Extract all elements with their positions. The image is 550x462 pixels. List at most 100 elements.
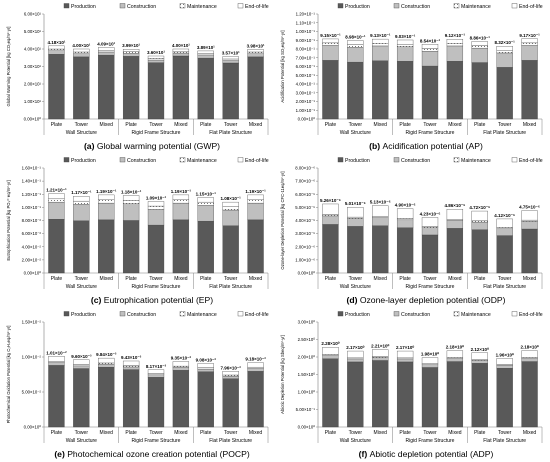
- bar-segment-production: [396, 227, 414, 274]
- bar-segment-end-of-life: [147, 201, 165, 207]
- legend-label: End-of-life: [519, 158, 543, 164]
- bar-segment-end-of-life: [421, 217, 439, 227]
- bar-segment-construction: [122, 53, 140, 57]
- bar-segment-production: [147, 62, 165, 120]
- bar-total-label: 9.18×10⁻³: [245, 357, 266, 362]
- panel-caption: (a) Global warming potential (GWP): [84, 141, 220, 151]
- bar-segment-maintenance: [73, 51, 90, 54]
- bar-total-label: 1.17×10⁻¹: [71, 190, 92, 195]
- y-tick-label: 3.00×10⁻¹: [296, 90, 316, 95]
- bar-segment-construction: [73, 53, 90, 58]
- bar-segment-end-of-life: [421, 44, 439, 49]
- bar-segment-end-of-life: [446, 209, 464, 220]
- bar-segment-production: [521, 361, 538, 428]
- legend-label: Production: [345, 312, 370, 318]
- bar-segment-end-of-life: [396, 39, 414, 45]
- bar-segment-maintenance: [172, 365, 190, 368]
- legend-swatch-end-of-life: [237, 3, 244, 9]
- x-tick-label: Plate: [125, 430, 137, 436]
- bar-total-label: 2.28×10⁰: [321, 341, 339, 346]
- legend-label: Maintenance: [461, 312, 491, 318]
- x-tick-label: Tower: [149, 276, 163, 282]
- bar-total-label: 8.98×10⁻¹: [345, 34, 366, 39]
- bar-total-label: 9.35×10⁻³: [171, 356, 192, 361]
- group-label: Flat Plate Structure: [483, 130, 526, 136]
- bar-segment-construction: [48, 50, 65, 55]
- x-tick-label: Plate: [125, 276, 137, 282]
- bar-segment-maintenance: [98, 199, 115, 204]
- x-tick-label: Plate: [125, 122, 137, 128]
- panel-caption: (f) Abiotic depletion potential (ADP): [359, 449, 494, 459]
- bar-segment-maintenance: [98, 50, 115, 53]
- bar-segment-maintenance: [521, 219, 538, 222]
- bar-segment-end-of-life: [48, 356, 65, 362]
- bar-segment-production: [147, 224, 165, 274]
- group-label: Rigid Frame Structure: [132, 130, 181, 136]
- bar-segment-construction: [322, 45, 339, 61]
- bar-segment-construction: [122, 366, 140, 370]
- bar-segment-production: [347, 361, 364, 428]
- bar-segment-production: [322, 358, 339, 428]
- x-tick-label: Plate: [474, 430, 486, 436]
- y-tick-label: 6.00×10⁻⁶: [295, 192, 315, 197]
- bar-segment-construction: [147, 374, 165, 378]
- bar-segment-maintenance: [421, 48, 439, 52]
- bar-segment-construction: [471, 360, 488, 364]
- bar-segment-end-of-life: [122, 48, 140, 52]
- legend-swatch-production: [63, 3, 70, 9]
- bar-segment-end-of-life: [496, 46, 513, 51]
- bar-segment-maintenance: [496, 50, 513, 54]
- bar-segment-end-of-life: [372, 205, 389, 217]
- bar-total-label: 9.15×10⁻¹: [320, 33, 341, 38]
- x-tick-label: Plate: [399, 122, 411, 128]
- y-tick-label: 1.00×10⁻¹: [22, 205, 42, 210]
- bar-segment-end-of-life: [73, 48, 90, 53]
- y-tick-label: 1.00×10⁻¹: [296, 29, 316, 34]
- legend-swatch-construction: [393, 157, 400, 163]
- x-tick-label: Mixed: [523, 276, 537, 282]
- bar-segment-end-of-life: [521, 210, 538, 221]
- legend-swatch-end-of-life: [237, 311, 244, 317]
- bar-segment-production: [372, 225, 389, 274]
- x-tick-label: Tower: [75, 276, 89, 282]
- bar-segment-construction: [446, 220, 464, 229]
- group-label: Wall Structure: [340, 438, 371, 444]
- bar-total-label: 4.72×10⁻⁶: [469, 205, 490, 210]
- bar-segment-production: [197, 220, 214, 274]
- bar-total-label: 9.13×10⁻¹: [370, 33, 391, 38]
- x-tick-label: Plate: [325, 276, 337, 282]
- bar-segment-end-of-life: [172, 48, 190, 52]
- bar-segment-end-of-life: [471, 41, 488, 46]
- bar-segment-construction: [396, 219, 414, 228]
- chart-panel-ap: Production Construction Maintenance End-of-…: [276, 0, 549, 154]
- legend-label: Maintenance: [461, 4, 491, 10]
- x-tick-label: Tower: [498, 276, 512, 282]
- y-tick-label: 1.50×10⁰: [298, 372, 316, 377]
- x-tick-label: Mixed: [448, 430, 462, 436]
- chart-panel-pocp: Production Construction Maintenance End-of-…: [2, 308, 275, 462]
- y-tick-label: 6.00×10⁻²: [22, 231, 42, 236]
- x-tick-label: Tower: [349, 430, 363, 436]
- bar-segment-production: [172, 219, 190, 274]
- bar-total-label: 4.18×10¹: [47, 40, 65, 45]
- bar-segment-construction: [496, 52, 513, 68]
- y-tick-label: 2.50×10⁰: [298, 337, 316, 342]
- chart-panel-odp: Production Construction Maintenance End-of-…: [276, 154, 549, 308]
- y-tick-label: 2.00×10⁻²: [22, 257, 42, 262]
- legend: Production Construction Maintenance End-of-…: [63, 157, 269, 164]
- bar-total-label: 9.60×10⁻³: [71, 354, 92, 359]
- bar-segment-production: [521, 228, 538, 274]
- bar-segment-maintenance: [496, 227, 513, 229]
- bar-segment-production: [73, 368, 90, 428]
- bar-segment-maintenance: [446, 219, 464, 221]
- x-tick-label: Tower: [423, 430, 437, 436]
- bar-segment-production: [73, 56, 90, 120]
- bar-segment-end-of-life: [147, 369, 165, 374]
- bar-segment-end-of-life: [322, 38, 339, 44]
- legend: Production Construction Maintenance End-of-…: [337, 3, 543, 10]
- y-tick-label: 1.50×10⁻²: [22, 320, 42, 325]
- x-tick-label: Mixed: [448, 122, 462, 128]
- bar-total-label: 1.01×10⁻²: [46, 350, 67, 355]
- bar-segment-production: [421, 234, 439, 274]
- bar-segment-construction: [172, 202, 190, 221]
